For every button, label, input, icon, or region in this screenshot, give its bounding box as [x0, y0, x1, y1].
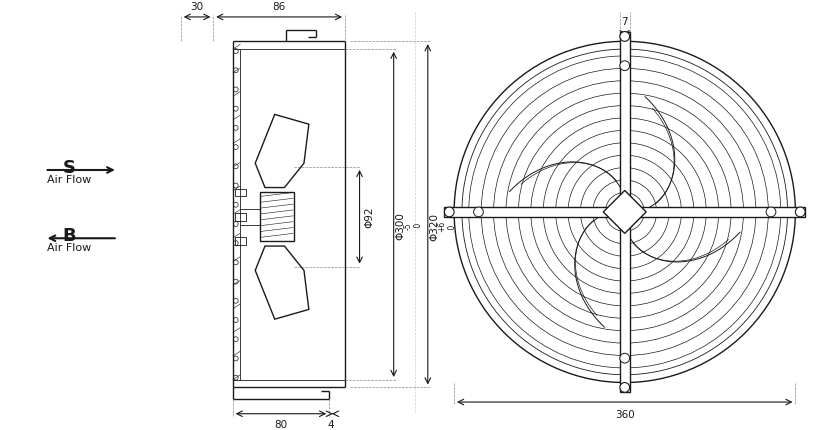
Bar [260, 192, 294, 241]
Bar [234, 237, 246, 245]
Circle shape [795, 207, 805, 217]
Text: 360: 360 [615, 410, 635, 420]
Circle shape [620, 353, 630, 363]
Text: 30: 30 [191, 2, 203, 12]
Circle shape [620, 383, 630, 392]
Text: 86: 86 [272, 2, 286, 12]
Bar [620, 31, 630, 392]
Text: Φ300: Φ300 [396, 212, 406, 240]
Text: Air Flow: Air Flow [47, 175, 91, 185]
Bar [444, 207, 805, 217]
Text: 7: 7 [622, 17, 628, 27]
Circle shape [444, 207, 454, 217]
Text: +6
 0: +6 0 [438, 221, 457, 232]
Bar [234, 188, 246, 197]
Polygon shape [603, 190, 646, 233]
Circle shape [474, 207, 483, 217]
Circle shape [766, 207, 776, 217]
Text: S: S [62, 159, 76, 177]
Circle shape [620, 61, 630, 71]
Text: Φ92: Φ92 [365, 206, 375, 227]
Text: Air Flow: Air Flow [47, 243, 91, 253]
Bar [234, 213, 246, 221]
Circle shape [620, 31, 630, 41]
Text: B: B [62, 227, 76, 245]
Text: 4: 4 [328, 420, 334, 430]
Text: Φ320: Φ320 [430, 212, 440, 240]
Text: -5
 0: -5 0 [403, 223, 423, 230]
Text: 80: 80 [275, 420, 287, 430]
